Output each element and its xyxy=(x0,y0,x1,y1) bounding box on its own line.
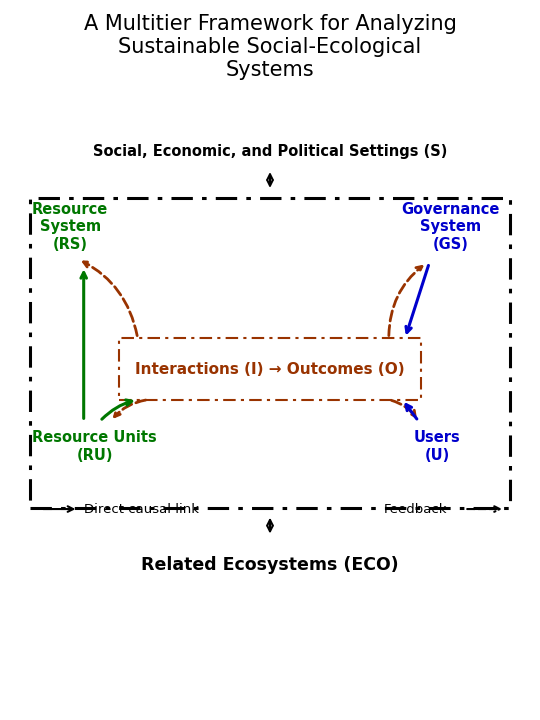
Text: Resource Units
(RU): Resource Units (RU) xyxy=(32,431,157,463)
Text: A Multitier Framework for Analyzing
Sustainable Social-Ecological
Systems: A Multitier Framework for Analyzing Sust… xyxy=(84,14,456,80)
Text: Social, Economic, and Political Settings (S): Social, Economic, and Political Settings… xyxy=(93,144,447,158)
Text: Interactions (I) → Outcomes (O): Interactions (I) → Outcomes (O) xyxy=(135,362,405,377)
Text: Resource
System
(RS): Resource System (RS) xyxy=(32,202,109,252)
Text: Governance
System
(GS): Governance System (GS) xyxy=(402,202,500,252)
Text: Feedback: Feedback xyxy=(383,503,447,516)
Text: Users
(U): Users (U) xyxy=(414,431,461,463)
Text: Direct causal link: Direct causal link xyxy=(84,503,199,516)
Text: Related Ecosystems (ECO): Related Ecosystems (ECO) xyxy=(141,556,399,575)
